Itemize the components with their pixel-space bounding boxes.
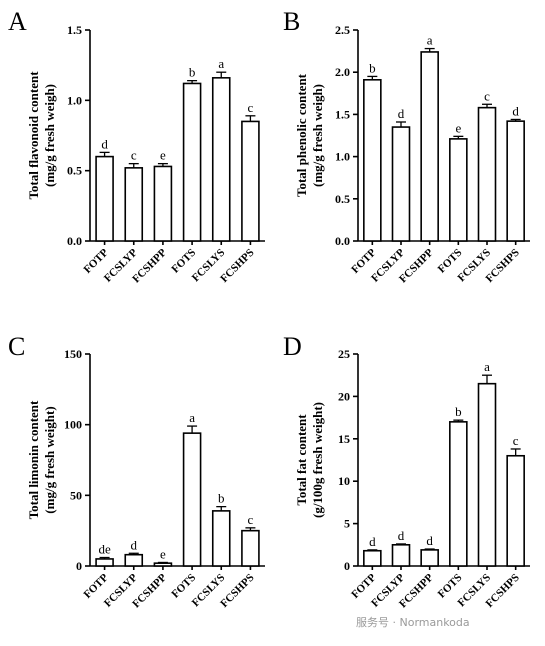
panel-d-letter: D xyxy=(283,332,302,361)
panel-c-sig-letter: b xyxy=(218,491,225,506)
panel-b-bar xyxy=(363,78,382,242)
panel-b-ytick-label: 1.0 xyxy=(335,150,350,164)
panel-c-ytick-label: 150 xyxy=(64,347,82,361)
panel-d-ytick-label: 20 xyxy=(338,389,350,403)
panel-d-sig-letter: d xyxy=(369,534,376,549)
panel-d-sig-letter: b xyxy=(455,404,462,419)
panel-d-ytick-label: 15 xyxy=(338,432,350,446)
panel-b-sig-letter: e xyxy=(455,120,461,135)
panel-d-bar xyxy=(363,549,382,567)
panel-b-sig-letter: a xyxy=(427,33,433,48)
panel-a-sig-letter: c xyxy=(131,148,137,163)
panel-a-ytick-label: 1.5 xyxy=(67,23,82,37)
panel-d-ytick-label: 10 xyxy=(338,474,350,488)
panel-c-ytick-label: 50 xyxy=(70,488,82,502)
watermark-text: 服务号 · Normankoda xyxy=(356,616,470,629)
panel-d-bar xyxy=(449,421,468,567)
panel-a-bar xyxy=(95,155,114,242)
panel-d-ylabel-line1: Total fat content xyxy=(294,414,309,506)
panel-d-chart: D 0 5 10 15 20 25 Total fat content (g/100g fres… xyxy=(283,332,530,610)
panel-d-sig-letter: c xyxy=(513,433,519,448)
panel-a-bar xyxy=(211,77,231,242)
panel-c-bar xyxy=(182,432,202,567)
panel-a-ytick-label: 0.5 xyxy=(67,164,82,178)
panel-b-bar xyxy=(477,106,497,242)
panel-c-sig-letter: de xyxy=(98,542,111,557)
panel-a-ytick-label: 0.0 xyxy=(67,234,82,248)
panel-a-letter: A xyxy=(8,7,27,36)
panel-d-ytick-label: 5 xyxy=(344,517,350,531)
panel-c-letter: C xyxy=(8,332,25,361)
panel-c-bar xyxy=(95,558,114,567)
panel-c-sig-letter: e xyxy=(160,546,166,561)
panel-a-bar xyxy=(241,120,260,242)
panel-a-sig-letter: b xyxy=(189,65,196,80)
panel-a-bar xyxy=(153,165,173,242)
panel-b-sig-letter: d xyxy=(398,106,405,121)
panel-a-chart: A 0.0 0.5 1.0 1.5 Total flavonoid content (mg/… xyxy=(8,7,265,285)
panel-d-bar xyxy=(391,543,411,567)
panel-d-bar xyxy=(420,549,439,567)
panel-c-sig-letter: c xyxy=(248,512,254,527)
panel-a-ytick-label: 1.0 xyxy=(67,93,82,107)
panel-b-bar xyxy=(449,138,468,242)
panel-b-sig-letter: c xyxy=(484,88,490,103)
panel-a-bar xyxy=(124,167,144,242)
panel-a-sig-letter: d xyxy=(101,136,108,151)
panel-c-bar xyxy=(211,510,231,567)
panel-b-sig-letter: d xyxy=(512,103,519,118)
panel-b-letter: B xyxy=(283,7,300,36)
panel-b-sig-letter: b xyxy=(369,60,376,75)
panel-d-sig-letter: a xyxy=(484,359,490,374)
panel-d-ylabel-line2: (g/100g fresh weight) xyxy=(310,402,325,518)
panel-a-bar xyxy=(182,82,202,242)
panel-b-bar xyxy=(391,126,411,242)
panel-b-ytick-label: 2.0 xyxy=(335,65,350,79)
panel-b-ytick-label: 1.5 xyxy=(335,107,350,121)
panel-b-bar xyxy=(506,120,525,242)
panel-a-sig-letter: e xyxy=(160,148,166,163)
panel-c-sig-letter: d xyxy=(131,537,138,552)
panel-b-ytick-label: 0.0 xyxy=(335,234,350,248)
panel-a-sig-letter: a xyxy=(218,56,224,71)
panel-c-bar xyxy=(153,562,173,567)
panel-c-ytick-label: 100 xyxy=(64,418,82,432)
panel-d-sig-letter: d xyxy=(426,533,433,548)
panel-d-ytick-label: 0 xyxy=(344,559,350,573)
panel-c-ylabel-line1: Total limonin content xyxy=(26,400,41,519)
panel-c-ylabel-line2: (mg/g fresh weight) xyxy=(42,406,57,513)
panel-b-ytick-label: 2.5 xyxy=(335,23,350,37)
panel-b-bar xyxy=(420,51,439,242)
panel-b-ylabel-line2: (mg/g fresh weigh) xyxy=(310,84,325,187)
panel-c-bar xyxy=(124,553,144,567)
panel-a-sig-letter: c xyxy=(248,100,254,115)
panel-d-ytick-label: 25 xyxy=(338,347,350,361)
panel-c-chart: C 0 50 100 150 Total limonin content (mg/g fre… xyxy=(8,332,265,610)
panel-b-ylabel-line1: Total phenolic content xyxy=(294,73,309,197)
panel-a-ylabel-line1: Total flavonoid content xyxy=(26,71,41,200)
panel-b-ytick-label: 0.5 xyxy=(335,192,350,206)
panel-c-bar xyxy=(241,529,260,567)
panel-d-bar xyxy=(506,454,525,567)
panel-d-sig-letter: d xyxy=(398,528,405,543)
panel-b-chart: B 0.0 0.5 1.0 1.5 2.0 2.5 Total phenolic conten… xyxy=(283,7,530,285)
panel-c-ytick-label: 0 xyxy=(76,559,82,573)
panel-d-bar xyxy=(477,382,497,567)
panel-a-ylabel-line2: (mg/g fresh weigh) xyxy=(42,84,57,187)
panel-c-sig-letter: a xyxy=(189,410,195,425)
